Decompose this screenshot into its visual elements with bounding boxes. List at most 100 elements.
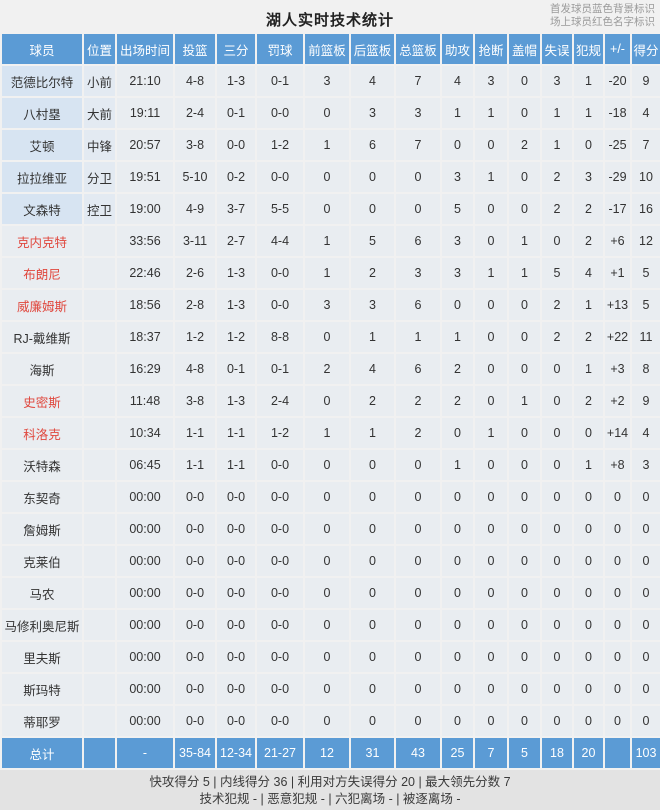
- col-plusminus: +/-: [605, 34, 630, 64]
- stat-cell: 0: [542, 354, 572, 384]
- stat-cell: 0: [605, 706, 630, 736]
- stat-cell: 0: [632, 482, 660, 512]
- stat-cell: 2: [574, 194, 603, 224]
- stat-cell: 1: [475, 258, 507, 288]
- stat-cell: 3: [542, 66, 572, 96]
- stat-cell: 10:34: [117, 418, 173, 448]
- position-cell: [84, 290, 115, 320]
- stat-cell: 3: [574, 162, 603, 192]
- stat-cell: 0: [605, 610, 630, 640]
- legend-oncourt-note: 场上球员红色名字标识: [550, 16, 655, 28]
- stat-cell: 0: [574, 546, 603, 576]
- stat-cell: 0-0: [217, 514, 255, 544]
- stat-cell: 1: [574, 66, 603, 96]
- stat-cell: 0: [605, 546, 630, 576]
- stat-cell: 0: [351, 642, 394, 672]
- stat-cell: 11:48: [117, 386, 173, 416]
- stat-cell: +14: [605, 418, 630, 448]
- stat-cell: 0: [509, 706, 540, 736]
- stat-cell: 3: [396, 258, 440, 288]
- stat-cell: 1-3: [217, 66, 255, 96]
- table-row: 威廉姆斯 18:56 2-8 1-3 0-0 3 3 6 0 0 0 2 1 +13 5: [2, 290, 660, 320]
- stat-cell: 0: [305, 162, 349, 192]
- stat-cell: 0: [605, 642, 630, 672]
- stat-cell: 0: [396, 578, 440, 608]
- position-cell: [84, 546, 115, 576]
- stat-cell: 0-0: [217, 642, 255, 672]
- stat-cell: 0-1: [217, 354, 255, 384]
- player-name-cell: 克莱伯: [2, 546, 82, 576]
- table-row: 海斯 16:29 4-8 0-1 0-1 2 4 6 2 0 0 0 1 +3 8: [2, 354, 660, 384]
- stat-cell: 22:46: [117, 258, 173, 288]
- stat-cell: 5: [351, 226, 394, 256]
- stat-cell: 0: [305, 450, 349, 480]
- total-stat-cell: 31: [351, 738, 394, 768]
- player-name-cell: 史密斯: [2, 386, 82, 416]
- table-row: 斯玛特 00:00 0-0 0-0 0-0 0 0 0 0 0 0 0 0 0 0: [2, 674, 660, 704]
- stat-cell: 0: [442, 514, 473, 544]
- stat-cell: 1: [305, 258, 349, 288]
- stat-cell: 0-0: [257, 610, 303, 640]
- stat-cell: 1: [542, 98, 572, 128]
- stat-cell: 33:56: [117, 226, 173, 256]
- stat-cell: 5: [542, 258, 572, 288]
- header-bar: 湖人实时技术统计 首发球员蓝色背景标识 场上球员红色名字标识: [0, 0, 660, 32]
- stat-cell: +8: [605, 450, 630, 480]
- player-name-cell: 克内克特: [2, 226, 82, 256]
- stat-cell: 0: [442, 418, 473, 448]
- stat-cell: 4: [351, 354, 394, 384]
- total-stat-cell: 20: [574, 738, 603, 768]
- stat-cell: 1: [305, 130, 349, 160]
- legend: 首发球员蓝色背景标识 场上球员红色名字标识: [550, 3, 655, 29]
- position-cell: 控卫: [84, 194, 115, 224]
- stat-cell: 0-0: [257, 674, 303, 704]
- player-name-cell: 威廉姆斯: [2, 290, 82, 320]
- col-pts: 得分: [632, 34, 660, 64]
- total-stat-cell: -: [117, 738, 173, 768]
- stat-cell: 1: [442, 98, 473, 128]
- stat-cell: 0: [542, 482, 572, 512]
- stat-cell: 0: [509, 66, 540, 96]
- stat-cell: 1: [305, 418, 349, 448]
- stat-cell: 1: [351, 418, 394, 448]
- stat-cell: 0: [396, 162, 440, 192]
- stat-cell: 06:45: [117, 450, 173, 480]
- stat-cell: 2: [542, 194, 572, 224]
- total-stat-cell: [605, 738, 630, 768]
- stat-cell: +13: [605, 290, 630, 320]
- stat-cell: 16:29: [117, 354, 173, 384]
- total-row: 总计 -35-84 12-34 21-27 12 31 43 25 7 5 18 20 103: [2, 738, 660, 768]
- stat-cell: 0: [475, 386, 507, 416]
- col-position: 位置: [84, 34, 115, 64]
- table-row: 拉拉维亚 分卫 19:51 5-10 0-2 0-0 0 0 0 3 1 0 2 3 -29 10: [2, 162, 660, 192]
- stat-cell: 1-1: [175, 450, 215, 480]
- stat-cell: 0: [574, 610, 603, 640]
- position-cell: [84, 610, 115, 640]
- stat-cell: 0-0: [175, 706, 215, 736]
- stat-cell: -18: [605, 98, 630, 128]
- stat-cell: 0: [509, 98, 540, 128]
- stat-cell: 0: [396, 194, 440, 224]
- stat-cell: 0: [475, 610, 507, 640]
- position-cell: [84, 674, 115, 704]
- stat-cell: 0-0: [257, 514, 303, 544]
- stat-cell: 1-3: [217, 290, 255, 320]
- stat-cell: 5: [632, 290, 660, 320]
- stat-cell: 0: [574, 514, 603, 544]
- stat-cell: 16: [632, 194, 660, 224]
- table-row: 克莱伯 00:00 0-0 0-0 0-0 0 0 0 0 0 0 0 0 0 0: [2, 546, 660, 576]
- stat-cell: 0-0: [175, 514, 215, 544]
- stat-cell: 2-8: [175, 290, 215, 320]
- stat-cell: 0: [305, 706, 349, 736]
- stat-cell: 0-0: [257, 706, 303, 736]
- stat-cell: 0-0: [257, 98, 303, 128]
- stat-cell: 0: [475, 322, 507, 352]
- stat-cell: 0-0: [175, 610, 215, 640]
- stat-cell: 0: [542, 226, 572, 256]
- position-cell: [84, 482, 115, 512]
- stat-cell: 2: [351, 386, 394, 416]
- stat-cell: 0: [305, 514, 349, 544]
- stat-cell: 0: [305, 546, 349, 576]
- stat-cell: 0: [542, 674, 572, 704]
- player-name-cell: 马农: [2, 578, 82, 608]
